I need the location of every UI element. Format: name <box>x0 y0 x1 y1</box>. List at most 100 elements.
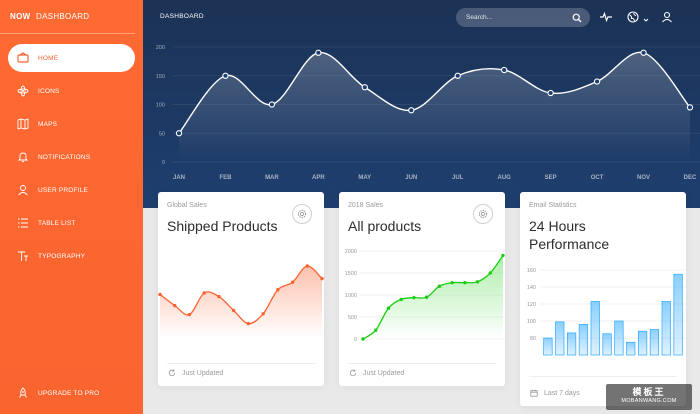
all-products-chart: 0 500 1000 1500 2000 <box>345 249 505 343</box>
data-point <box>450 280 454 285</box>
bar <box>637 330 648 356</box>
data-point <box>686 104 694 111</box>
watermark-big: 模板王 <box>632 387 666 397</box>
sidebar-item-home[interactable]: HOME <box>8 44 135 72</box>
card-footer-text: Just Updated <box>182 369 224 377</box>
area-fill <box>160 265 322 338</box>
search-icon[interactable] <box>572 13 582 23</box>
shipped-products-chart <box>158 264 324 338</box>
brand-title[interactable]: DASHBOARD <box>36 12 90 21</box>
data-point <box>408 107 415 114</box>
watermark-logo: 模板王 MOBANWANG.COM <box>606 384 692 410</box>
data-point <box>231 308 236 313</box>
card-footer: Just Updated <box>349 369 404 377</box>
y-tick-label: 0 <box>354 337 357 343</box>
sidebar-item-icons[interactable]: ICONS <box>8 77 135 105</box>
sidebar-item-maps[interactable]: MAPS <box>8 110 135 138</box>
x-tick-label: AUG <box>498 175 512 181</box>
chevron-down-icon[interactable] <box>643 14 649 26</box>
x-tick-label: MAR <box>265 175 279 181</box>
card-footer-text: Last 7 days <box>544 389 580 397</box>
y-tick-label: 0 <box>162 160 165 166</box>
y-tick-label: 150 <box>156 74 165 80</box>
card-footer: Last 7 days <box>530 389 580 397</box>
pulse-icon[interactable] <box>600 11 612 23</box>
search-input[interactable] <box>466 14 566 21</box>
y-tick-label: 50 <box>159 131 165 137</box>
brand[interactable]: NOW DASHBOARD <box>0 0 135 34</box>
brand-logo[interactable]: NOW <box>10 12 31 21</box>
globe-icon[interactable] <box>627 11 639 23</box>
data-point <box>290 280 295 284</box>
upgrade-to-pro-button[interactable]: UPGRADE TO PRO <box>8 382 135 404</box>
spaceship-icon <box>16 386 30 400</box>
sidebar-item-user-profile[interactable]: USER PROFILE <box>8 176 135 204</box>
card-divider <box>348 363 496 364</box>
list-icon <box>16 216 30 230</box>
y-tick-label: 500 <box>348 315 357 321</box>
data-point <box>315 49 322 56</box>
card-email-statistics: Email Statistics 24 Hours Performance 80… <box>520 192 686 406</box>
card-divider <box>167 363 315 364</box>
card-footer: Just Updated <box>168 369 223 377</box>
card-title: All products <box>348 218 422 234</box>
card-title: Shipped Products <box>167 218 278 234</box>
sidebar-item-label: TYPOGRAPHY <box>38 252 86 260</box>
sidebar-item-table-list[interactable]: TABLE LIST <box>8 209 135 237</box>
settings-button[interactable] <box>292 204 312 224</box>
y-tick-label: 140 <box>527 285 536 291</box>
x-tick-label: APR <box>312 175 325 181</box>
atom-icon <box>16 84 30 98</box>
panel-header: DASHBOARD 0 50 100 150 200 JAN FEB MAR APR MAY JUN… <box>143 0 700 208</box>
gear-icon <box>478 209 488 219</box>
data-point <box>412 295 416 300</box>
data-point <box>374 328 378 332</box>
data-point <box>276 288 280 292</box>
data-point <box>593 78 601 85</box>
x-tick-label: JUL <box>452 175 464 181</box>
card-divider <box>529 376 677 377</box>
data-point <box>454 72 461 79</box>
data-point <box>501 66 508 74</box>
y-tick-label: 100 <box>156 103 165 109</box>
card-title: 24 Hours Performance <box>529 218 610 252</box>
bar <box>590 301 600 356</box>
bar <box>614 320 624 356</box>
page-title[interactable]: DASHBOARD <box>160 13 204 20</box>
data-point <box>463 280 467 285</box>
data-point <box>173 303 177 308</box>
sidebar-item-label: HOME <box>38 54 59 62</box>
performance-bar-chart: 80 100 120 140 160 <box>527 268 686 356</box>
bar <box>661 301 671 356</box>
map-icon <box>16 117 30 131</box>
refresh-icon <box>349 369 357 377</box>
sidebar-item-typography[interactable]: TYPOGRAPHY <box>8 242 135 270</box>
x-tick-label: NOV <box>637 175 650 181</box>
area-fill <box>179 52 690 162</box>
data-point <box>501 253 505 258</box>
card-category: Global Sales <box>167 202 207 209</box>
sidebar-nav: HOME ICONS MAPS NOTIFICATIONS USER PROFI… <box>0 44 143 270</box>
data-point <box>424 295 429 299</box>
x-tick-label: OCT <box>591 175 604 181</box>
card-global-sales: Global Sales Shipped Products Just Updat… <box>158 192 324 386</box>
x-tick-label: JAN <box>173 175 185 181</box>
data-point <box>158 292 162 297</box>
sidebar-item-notifications[interactable]: NOTIFICATIONS <box>8 143 135 171</box>
data-point <box>305 264 309 268</box>
design-app-icon <box>16 51 30 65</box>
search-box[interactable] <box>456 8 590 27</box>
bar <box>578 324 589 356</box>
watermark-small: MOBANWANG.COM <box>621 398 677 404</box>
settings-button[interactable] <box>473 204 493 224</box>
data-point <box>399 297 403 302</box>
user-account-icon[interactable] <box>661 11 673 23</box>
data-point <box>488 271 492 275</box>
y-tick-label: 100 <box>527 319 536 325</box>
data-point <box>640 49 647 56</box>
series-line <box>178 51 691 134</box>
data-point <box>320 276 324 281</box>
card-2018-sales: 2018 Sales All products 0 500 1000 1500 2000… <box>339 192 505 386</box>
x-tick-label: SEP <box>545 175 557 181</box>
bar <box>543 337 553 356</box>
